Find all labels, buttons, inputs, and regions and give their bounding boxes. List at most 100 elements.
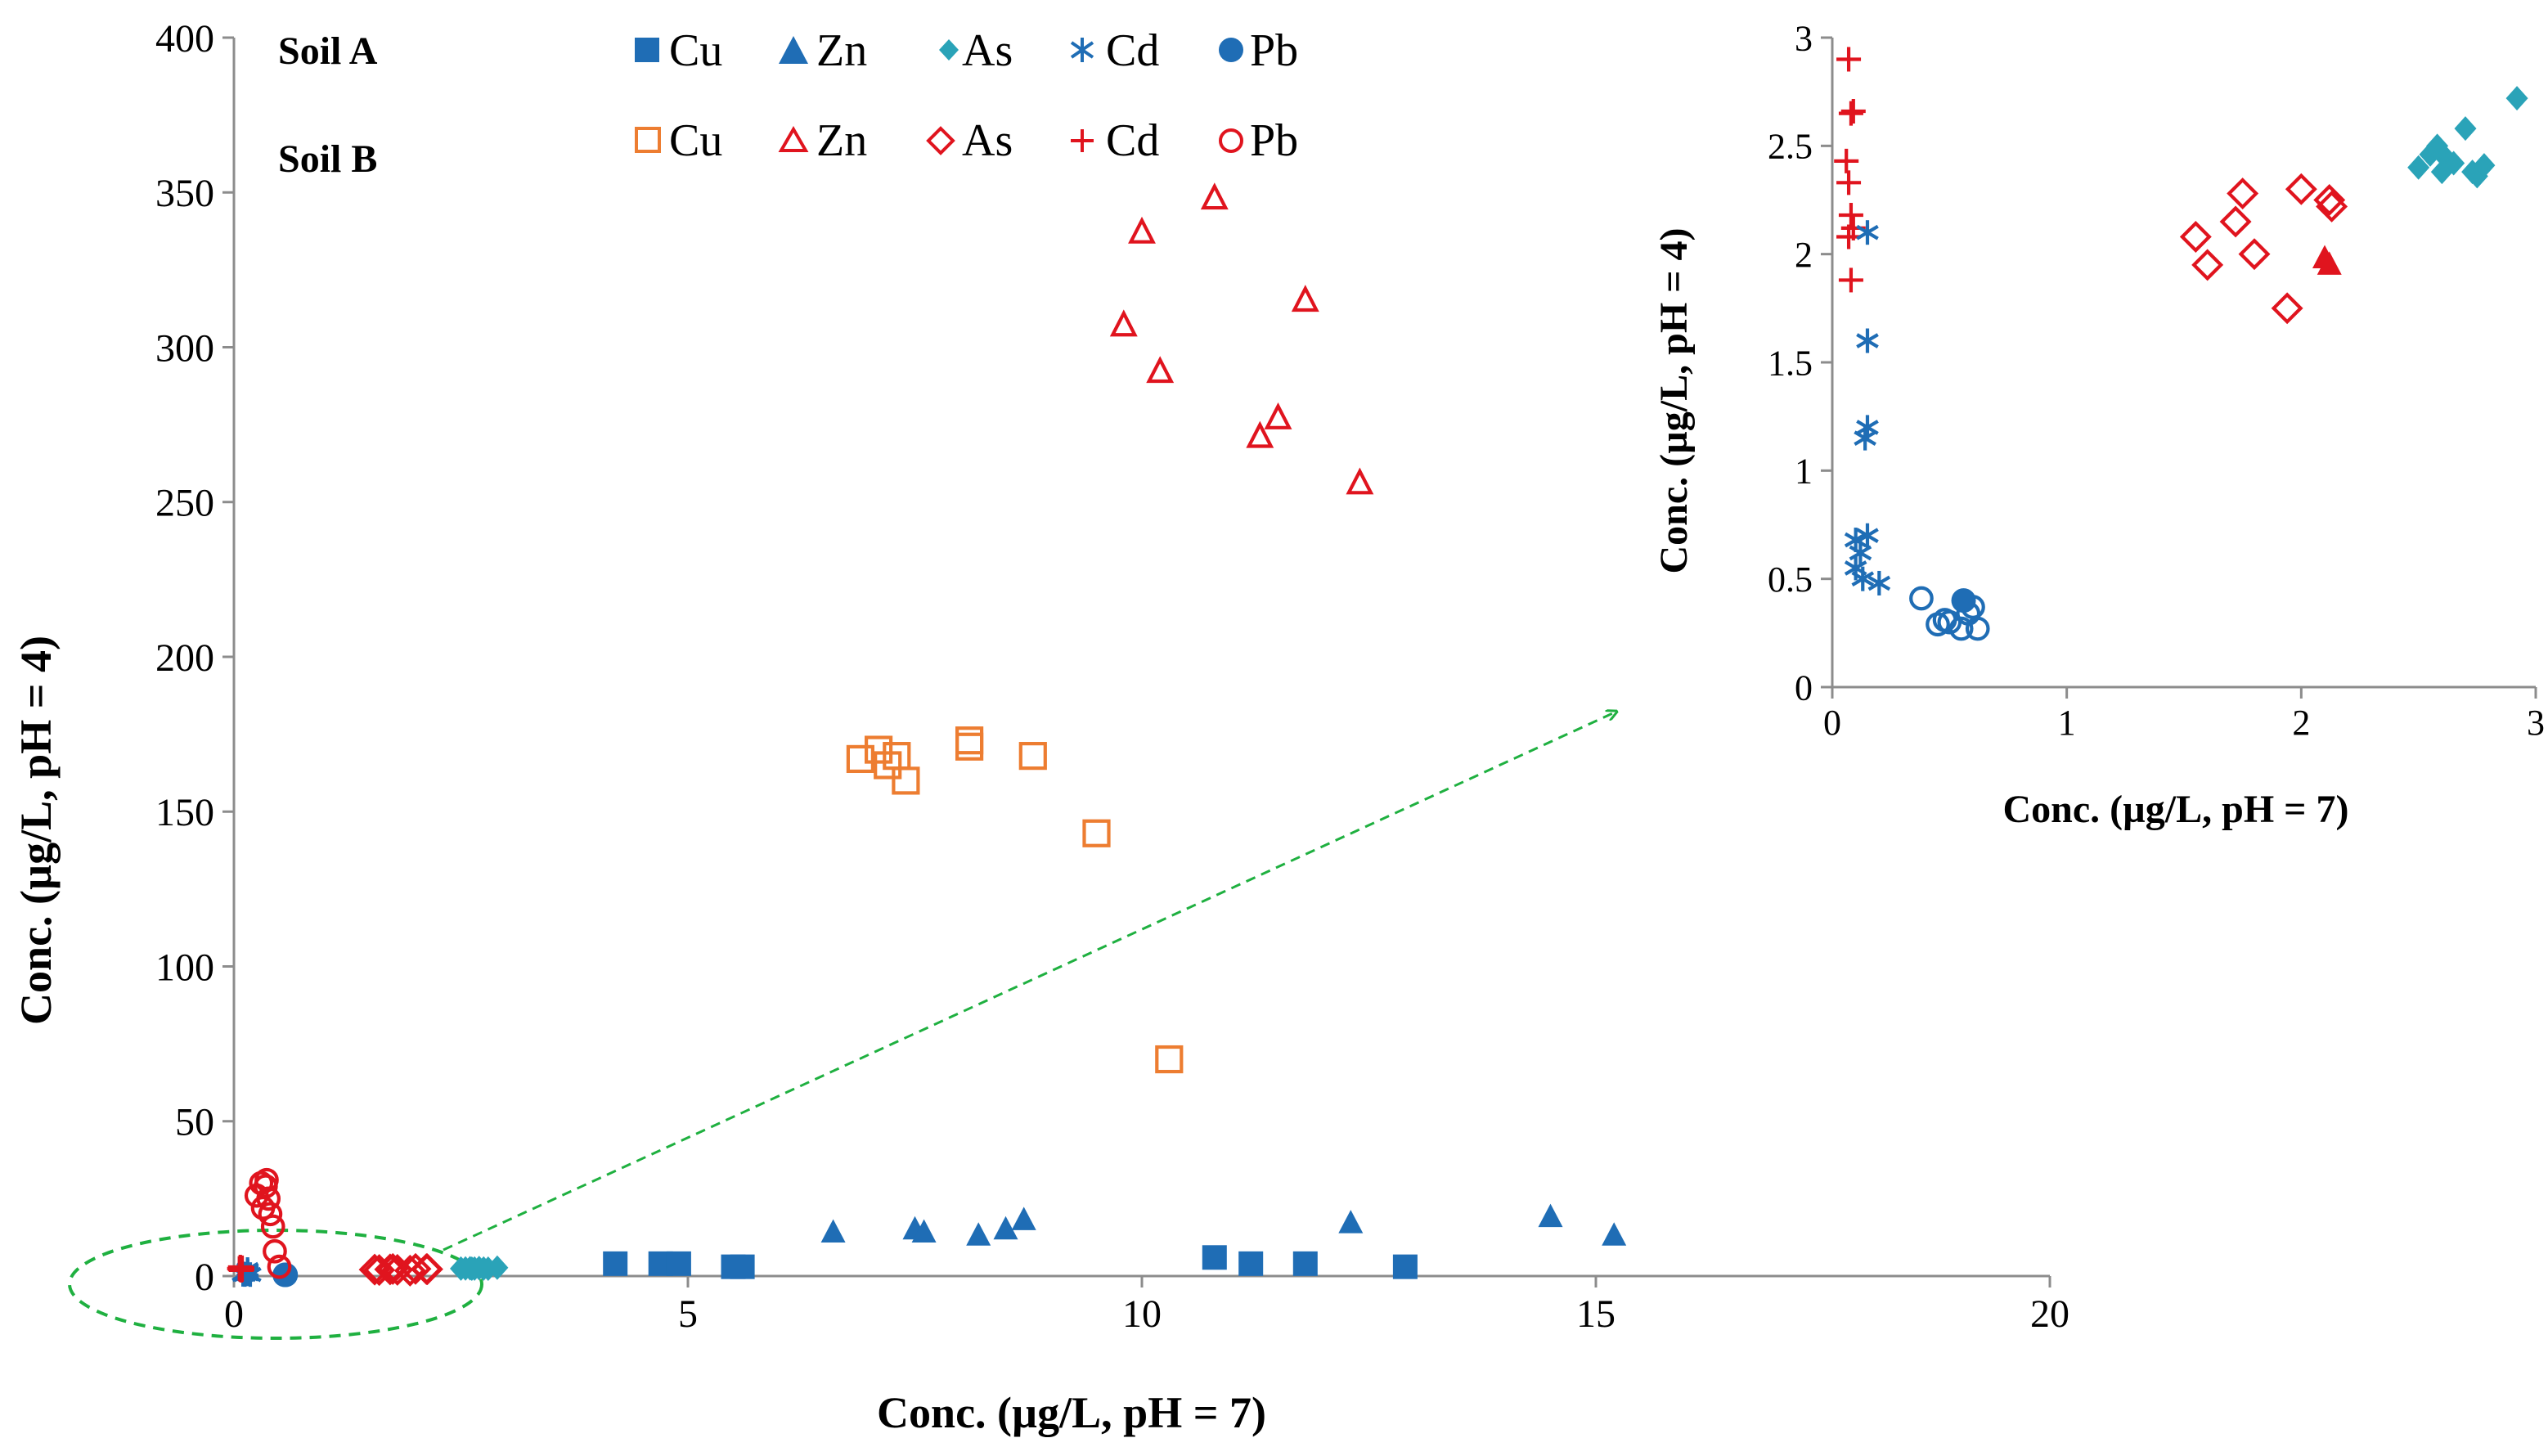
main-x-tick-label: 10 xyxy=(1122,1292,1162,1336)
data-point xyxy=(1018,742,1047,771)
data-point xyxy=(1338,1210,1364,1234)
legend-row-label-soil-b: Soil B xyxy=(278,137,377,181)
main-x-tick-label: 15 xyxy=(1576,1292,1616,1336)
inset-series-soil-b-as xyxy=(2179,173,2348,325)
inset-y-tick-label: 1.5 xyxy=(1768,343,1813,383)
main-plot-points xyxy=(227,182,1627,1287)
data-point xyxy=(1851,566,1875,591)
data-point xyxy=(892,766,920,795)
data-point xyxy=(1854,425,1876,451)
data-point xyxy=(1538,1203,1563,1228)
inset-y-tick-label: 2.5 xyxy=(1768,127,1813,167)
data-point xyxy=(1011,1207,1036,1230)
data-point xyxy=(2219,205,2252,238)
inset-x-tick-label: 3 xyxy=(2527,703,2545,743)
legend-label: Cd xyxy=(1106,25,1159,76)
data-point xyxy=(411,1253,443,1286)
data-point xyxy=(254,1167,279,1193)
data-point xyxy=(256,1186,281,1211)
main-y-tick-label: 0 xyxy=(195,1256,214,1299)
data-point xyxy=(2454,116,2477,142)
data-point xyxy=(1836,47,1862,72)
zoom-region-ellipse xyxy=(68,1229,483,1340)
data-point xyxy=(2191,249,2224,281)
data-point xyxy=(820,1219,846,1243)
main-x-tick-label: 20 xyxy=(2030,1292,2069,1336)
data-point xyxy=(1849,540,1872,565)
inset-x-tick-label: 2 xyxy=(2292,703,2310,743)
legend-entry-soil-b-zn: Zn xyxy=(778,115,867,166)
data-point xyxy=(1238,1251,1264,1276)
main-x-tick-label: 0 xyxy=(224,1292,244,1336)
inset-series-soil-b-pb xyxy=(1909,586,1990,641)
legend-marker-plus xyxy=(1071,129,1094,152)
main-series-soil-b-cu xyxy=(846,726,1184,1074)
data-point xyxy=(1836,170,1862,195)
inset-y-tick-label: 0 xyxy=(1795,667,1813,708)
data-point xyxy=(1838,267,1863,293)
legend-label: As xyxy=(962,115,1013,166)
legend-row-label-soil-a: Soil A xyxy=(278,29,378,73)
data-point xyxy=(1346,467,1374,495)
legend-entry-soil-b-pb: Pb xyxy=(1219,115,1298,166)
data-point xyxy=(1392,1254,1418,1279)
main-series-soil-a-cd xyxy=(231,1257,262,1287)
legend-entry-soil-b-as: As xyxy=(926,115,1013,166)
main-y-tick-label: 400 xyxy=(155,17,214,61)
data-point xyxy=(1292,1251,1318,1276)
main-y-tick-label: 250 xyxy=(155,482,214,525)
data-point xyxy=(2271,292,2303,325)
legend-entry-soil-b-cd: Cd xyxy=(1071,115,1159,166)
data-point xyxy=(1109,309,1138,337)
data-point xyxy=(228,1257,254,1283)
legend-label: Pb xyxy=(1250,25,1298,76)
legend-label: Zn xyxy=(816,25,867,76)
inset-series-soil-a-pb xyxy=(1951,588,1976,613)
data-point xyxy=(267,1254,292,1279)
data-point xyxy=(864,735,893,764)
data-point xyxy=(1082,819,1111,847)
data-point xyxy=(1291,285,1319,312)
main-series-soil-a-as xyxy=(450,1255,509,1281)
inset-y-axis-title: Conc. (µg/L, pH = 4) xyxy=(1652,227,1696,573)
legend: Soil A Soil B Cu Zn As Cd Pb xyxy=(278,25,1298,181)
data-point xyxy=(1602,1222,1627,1246)
data-point xyxy=(2316,190,2348,222)
data-point xyxy=(1128,216,1156,244)
data-point xyxy=(911,1219,937,1243)
data-point xyxy=(1856,523,1879,548)
data-point xyxy=(1155,1045,1184,1074)
main-x-axis-title: Conc. (µg/L, pH = 7) xyxy=(877,1388,1266,1437)
data-point xyxy=(955,732,984,761)
legend-marker-open-triangle xyxy=(778,125,809,152)
data-point xyxy=(2317,251,2342,275)
data-point xyxy=(1200,182,1229,210)
data-point xyxy=(2179,221,2212,253)
inset-series-soil-a-as xyxy=(2407,86,2528,189)
data-point xyxy=(2442,151,2465,176)
data-point xyxy=(874,751,902,780)
legend-marker-filled-square xyxy=(635,38,659,62)
data-point xyxy=(2285,173,2317,205)
main-y-tick-label: 100 xyxy=(155,946,214,989)
data-point xyxy=(258,1202,283,1227)
inset-x-tick-label: 0 xyxy=(1823,703,1841,743)
data-point xyxy=(1844,528,1867,553)
inset-x-axis-title: Conc. (µg/L, pH = 7) xyxy=(2002,788,2348,831)
legend-label: Cu xyxy=(669,115,722,166)
data-point xyxy=(730,1254,755,1279)
legend-marker-filled-diamond xyxy=(939,39,959,61)
zoom-arrow xyxy=(443,712,1616,1252)
data-point xyxy=(263,1238,287,1264)
data-point xyxy=(883,742,911,771)
inset-y-tick-label: 3 xyxy=(1795,18,1813,58)
data-point xyxy=(2407,155,2430,180)
main-series-soil-a-zn xyxy=(820,1203,1627,1246)
data-point xyxy=(1838,203,1863,228)
data-point xyxy=(603,1251,628,1276)
legend-entry-soil-a-as: As xyxy=(939,25,1013,76)
main-series-soil-b-pb xyxy=(244,1167,292,1279)
inset-y-tick-label: 2 xyxy=(1795,235,1813,275)
inset-plot-points xyxy=(1834,47,2528,641)
